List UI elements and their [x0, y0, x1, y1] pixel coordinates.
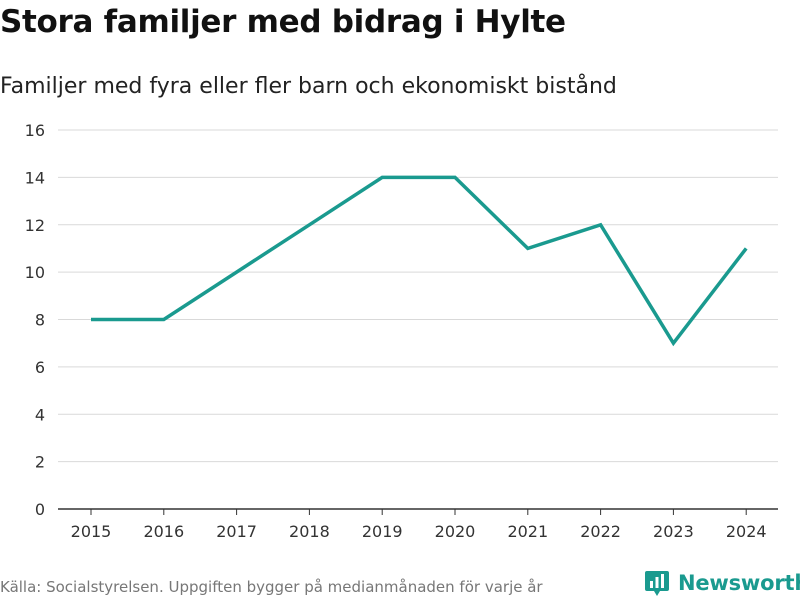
x-tick-label: 2019 — [362, 522, 403, 541]
data-point[interactable] — [742, 244, 750, 252]
data-point[interactable] — [378, 173, 386, 181]
y-tick-label: 4 — [35, 405, 45, 424]
y-tick-label: 6 — [35, 358, 45, 377]
source-note: Källa: Socialstyrelsen. Uppgiften bygger… — [0, 578, 543, 596]
chart-title: Stora familjer med bidrag i Hylte — [0, 4, 566, 40]
series-line-0 — [91, 175, 748, 347]
data-point[interactable] — [597, 221, 605, 229]
data-point[interactable] — [233, 268, 241, 276]
y-tick-label: 2 — [35, 453, 45, 472]
y-axis-ticks: 0 2 4 6 8 10 12 14 16 — [25, 121, 45, 519]
gridlines — [58, 129, 778, 463]
y-tick-label: 0 — [35, 500, 45, 519]
data-point[interactable] — [87, 316, 95, 324]
data-point[interactable] — [669, 339, 677, 347]
newsworthy-logo[interactable]: Newsworthy — [644, 569, 800, 597]
y-tick-label: 8 — [35, 311, 45, 330]
x-tick-label: 2020 — [435, 522, 476, 541]
chart-subtitle: Familjer med fyra eller fler barn och ek… — [0, 74, 617, 99]
y-tick-label: 12 — [25, 216, 45, 235]
x-tick-label: 2015 — [71, 522, 112, 541]
x-tick-label: 2023 — [653, 522, 694, 541]
newsworthy-logo-icon — [645, 571, 669, 596]
x-tick-label: 2022 — [580, 522, 621, 541]
x-tick-label: 2018 — [289, 522, 330, 541]
x-tick-label: 2021 — [507, 522, 548, 541]
x-tick-label: 2024 — [726, 522, 767, 541]
newsworthy-logo-text: Newsworthy — [678, 571, 800, 595]
data-point[interactable] — [524, 244, 532, 252]
y-tick-label: 10 — [25, 263, 45, 282]
y-tick-label: 16 — [25, 121, 45, 140]
series-group — [87, 173, 750, 347]
data-point[interactable] — [305, 221, 313, 229]
data-point[interactable] — [160, 316, 168, 324]
x-axis-ticks: 2015 2016 2017 2018 2019 2020 2021 2022 2023 2024 — [71, 509, 767, 541]
x-tick-label: 2017 — [216, 522, 257, 541]
y-tick-label: 14 — [25, 168, 45, 187]
data-point[interactable] — [451, 173, 459, 181]
x-tick-label: 2016 — [143, 522, 184, 541]
